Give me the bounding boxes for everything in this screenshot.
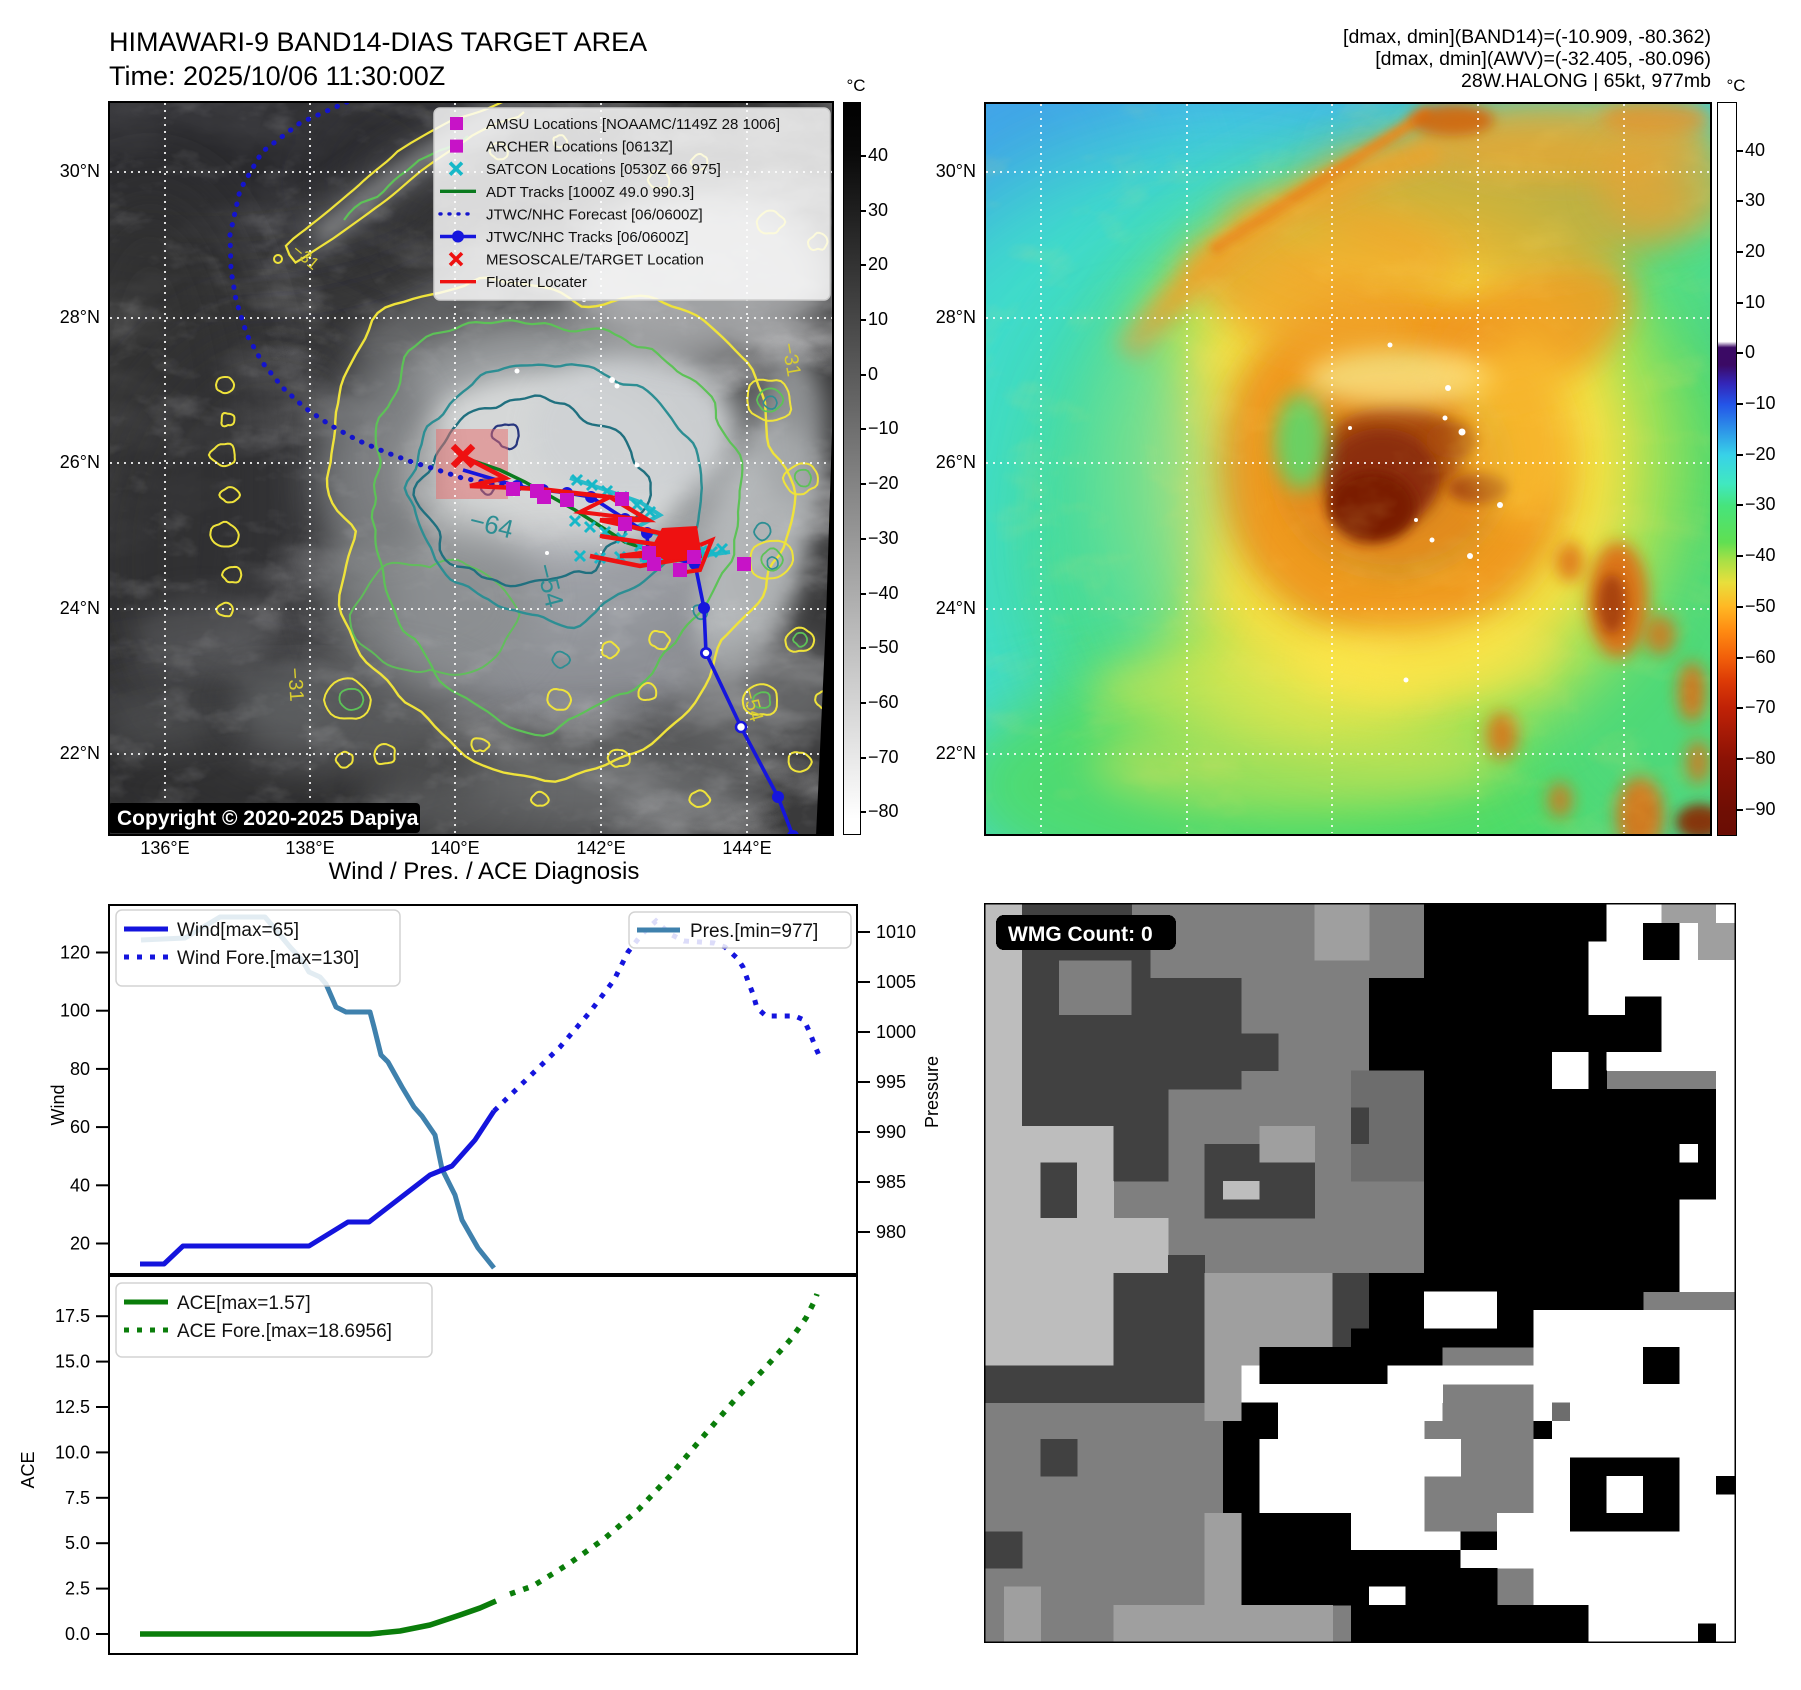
svg-text:WMG Count: 0: WMG Count: 0 [1008,923,1153,946]
svg-text:2.5: 2.5 [65,1579,90,1599]
svg-text:15.0: 15.0 [55,1352,90,1372]
svg-text:MESOSCALE/TARGET Location: MESOSCALE/TARGET Location [486,252,704,269]
svg-text:40: 40 [70,1175,90,1195]
svg-text:Copyright © 2020-2025 Dapiya: Copyright © 2020-2025 Dapiya [117,807,419,830]
svg-text:JTWC/NHC Tracks [06/0600Z]: JTWC/NHC Tracks [06/0600Z] [486,229,689,246]
svg-text:0.0: 0.0 [65,1624,90,1644]
svg-text:−31: −31 [283,667,307,702]
svg-text:ARCHER Locations [0613Z]: ARCHER Locations [0613Z] [486,139,673,156]
svg-text:SATCON Locations [0530Z 66 975: SATCON Locations [0530Z 66 975] [486,161,721,178]
svg-text:AMSU Locations [NOAAMC/1149Z 2: AMSU Locations [NOAAMC/1149Z 28 1006] [486,116,780,133]
svg-text:ADT Tracks [1000Z 49.0 990.3]: ADT Tracks [1000Z 49.0 990.3] [486,184,694,201]
svg-text:10.0: 10.0 [55,1442,90,1462]
svg-text:20: 20 [70,1234,90,1254]
svg-text:17.5: 17.5 [55,1306,90,1326]
svg-text:12.5: 12.5 [55,1397,90,1417]
svg-text:5.0: 5.0 [65,1533,90,1553]
svg-text:ACE: ACE [18,1451,38,1488]
svg-text:120: 120 [60,943,90,963]
svg-text:JTWC/NHC Forecast [06/0600Z]: JTWC/NHC Forecast [06/0600Z] [486,206,703,223]
svg-text:80: 80 [70,1059,90,1079]
svg-text:980: 980 [876,1222,906,1242]
svg-text:100: 100 [60,1001,90,1021]
svg-text:Wind[max=65]: Wind[max=65] [177,920,299,941]
svg-text:Wind: Wind [48,1084,68,1125]
svg-text:60: 60 [70,1117,90,1137]
svg-text:1010: 1010 [876,922,916,942]
svg-text:1005: 1005 [876,972,916,992]
svg-text:Pressure: Pressure [922,1056,942,1128]
svg-text:985: 985 [876,1172,906,1192]
svg-text:ACE Fore.[max=18.6956]: ACE Fore.[max=18.6956] [177,1321,392,1342]
svg-text:990: 990 [876,1122,906,1142]
svg-text:ACE[max=1.57]: ACE[max=1.57] [177,1293,311,1314]
svg-text:Wind Fore.[max=130]: Wind Fore.[max=130] [177,948,359,969]
svg-text:−31: −31 [823,504,834,539]
svg-text:Floater Locater: Floater Locater [486,274,587,291]
svg-text:Pres.[min=977]: Pres.[min=977] [690,921,818,942]
svg-text:1000: 1000 [876,1022,916,1042]
svg-text:7.5: 7.5 [65,1488,90,1508]
svg-text:995: 995 [876,1072,906,1092]
